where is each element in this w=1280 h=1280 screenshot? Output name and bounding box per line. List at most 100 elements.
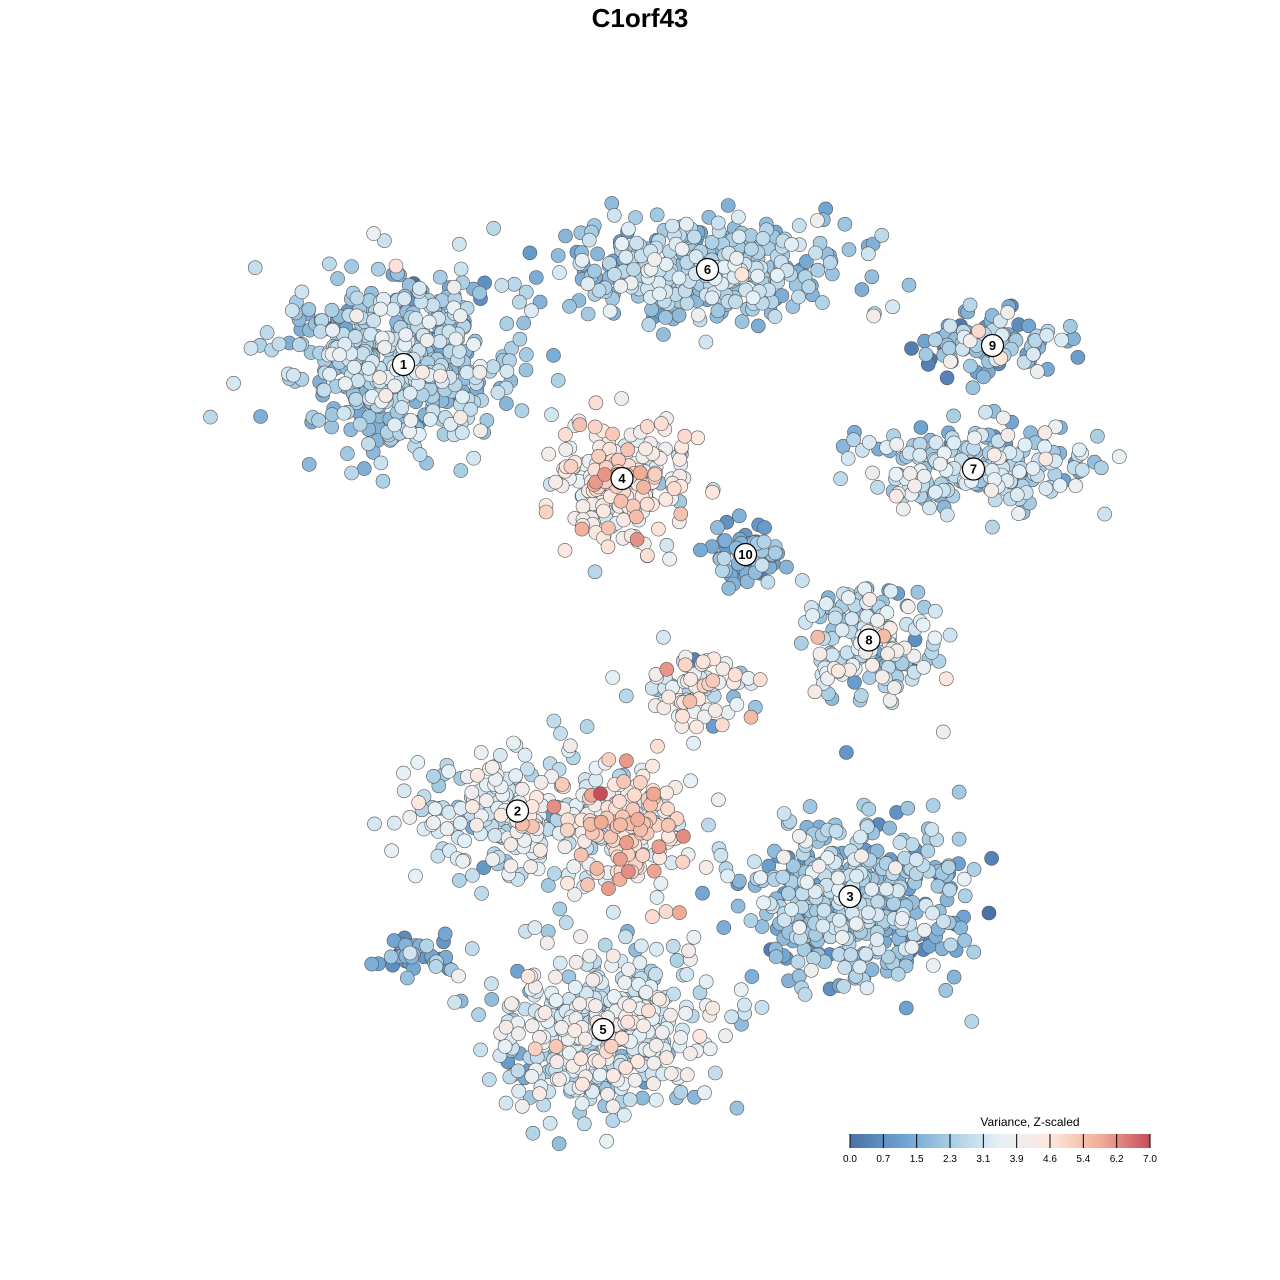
data-point: [558, 228, 573, 244]
data-point: [551, 1136, 567, 1151]
data-point: [451, 968, 466, 984]
data-point: [432, 269, 448, 285]
data-point: [557, 543, 573, 558]
data-point: [453, 261, 469, 277]
data-point: [716, 551, 732, 566]
data-point: [902, 466, 918, 481]
data-point: [707, 1065, 723, 1081]
data-point: [629, 509, 644, 525]
data-point: [646, 786, 661, 802]
data-point: [864, 269, 880, 285]
data-point: [695, 885, 710, 901]
data-point: [510, 1063, 526, 1079]
data-point: [532, 1086, 547, 1101]
data-point: [862, 592, 878, 607]
data-point: [1000, 305, 1016, 320]
data-point: [632, 955, 648, 971]
data-point: [794, 573, 810, 588]
data-point: [597, 467, 613, 482]
data-point: [453, 308, 468, 324]
data-point: [854, 848, 869, 864]
data-point: [846, 432, 861, 448]
data-point: [797, 987, 813, 1002]
data-point: [951, 831, 967, 847]
data-point: [1025, 461, 1041, 476]
data-point: [528, 270, 544, 285]
data-point: [946, 408, 961, 424]
data-point: [514, 403, 530, 419]
data-point: [837, 960, 853, 975]
data-point: [635, 848, 651, 863]
data-point: [419, 938, 435, 954]
data-point: [474, 886, 489, 901]
data-point: [259, 325, 275, 340]
data-point: [711, 792, 726, 808]
data-point: [679, 295, 695, 311]
cluster-label-7: 7: [961, 457, 986, 481]
data-point: [649, 890, 665, 905]
data-point: [844, 611, 860, 627]
data-point: [396, 783, 412, 799]
data-point: [441, 764, 456, 779]
data-point: [322, 256, 337, 272]
data-point: [816, 902, 832, 918]
data-point: [645, 758, 660, 774]
data-point: [1009, 487, 1025, 503]
data-point: [727, 667, 743, 683]
data-point: [755, 231, 771, 246]
data-point: [544, 407, 559, 423]
data-point: [647, 252, 662, 267]
data-point: [427, 801, 443, 817]
data-point: [941, 340, 957, 356]
data-point: [713, 847, 729, 863]
data-point: [696, 709, 712, 725]
data-point: [681, 943, 696, 959]
data-point: [632, 465, 648, 481]
data-point: [546, 713, 562, 729]
data-point: [473, 1042, 488, 1058]
data-point: [659, 662, 675, 677]
data-point: [614, 391, 629, 406]
data-point: [791, 289, 806, 305]
data-point: [843, 947, 859, 963]
data-point: [669, 953, 685, 968]
data-point: [886, 680, 902, 696]
data-point: [689, 719, 704, 735]
data-point: [693, 542, 708, 558]
data-point: [647, 467, 663, 482]
data-point: [799, 254, 814, 269]
data-point: [558, 442, 574, 457]
colorbar-tick-label: 3.1: [976, 1154, 990, 1165]
data-point: [361, 360, 376, 376]
data-point: [402, 810, 418, 825]
data-point: [660, 817, 676, 833]
data-point: [324, 419, 339, 435]
data-point: [747, 854, 762, 870]
colorbar-title: Variance, Z-scaled: [980, 1115, 1079, 1129]
data-point: [900, 800, 916, 816]
data-point: [292, 337, 307, 353]
data-point: [807, 884, 823, 900]
data-point: [860, 246, 876, 262]
data-point: [946, 435, 962, 451]
data-point: [508, 768, 524, 784]
data-point: [557, 839, 573, 855]
data-point: [649, 941, 664, 957]
data-point: [941, 859, 956, 875]
data-point: [730, 898, 746, 914]
data-point: [574, 252, 590, 268]
data-point: [469, 817, 485, 833]
data-point: [946, 969, 962, 985]
data-point: [638, 441, 653, 457]
data-point: [734, 267, 750, 282]
data-point: [618, 929, 633, 945]
cluster-label-badge: [610, 466, 634, 491]
data-point: [652, 286, 667, 302]
data-point: [882, 820, 897, 836]
data-point: [437, 926, 453, 942]
data-point: [924, 822, 940, 837]
cluster-label-text: 7: [970, 462, 977, 477]
colorbar-legend: Variance, Z-scaled 0.0 0.7 1.5 2.3 3.1 3.9 4.6…: [843, 1115, 1157, 1165]
cluster-label-6: 6: [695, 257, 720, 282]
